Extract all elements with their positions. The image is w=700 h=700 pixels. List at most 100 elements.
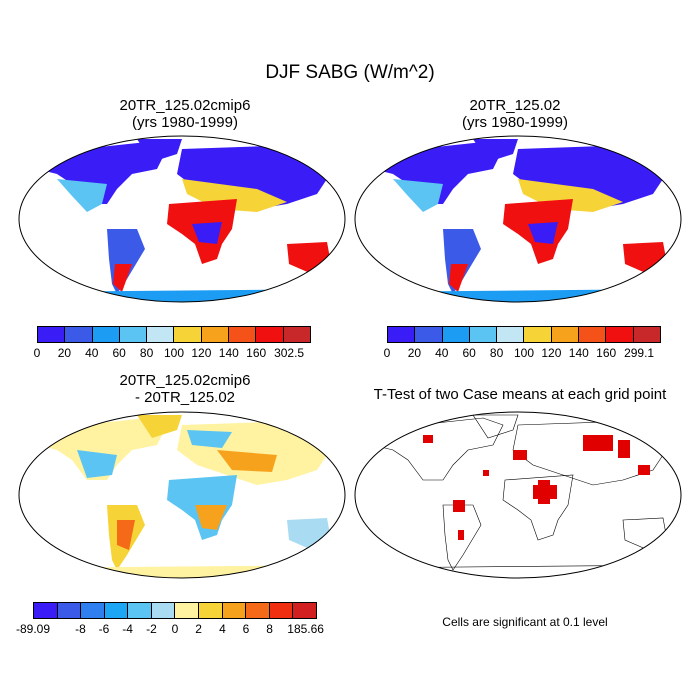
- panel-3-title-line1: 20TR_125.02cmip6: [119, 372, 251, 389]
- tick-label: 0: [383, 346, 391, 360]
- tick-label: 6: [242, 622, 250, 636]
- figure-title: DJF SABG (W/m^2): [265, 62, 435, 83]
- tick-label: 100: [163, 346, 185, 360]
- colorbar-swatch: [104, 603, 129, 618]
- colorbar-swatch: [175, 603, 200, 618]
- tick-label: 120: [541, 346, 562, 360]
- tick-label: 8: [266, 622, 273, 636]
- colorbar-panel-1-labels: 0 20 40 60 80 100 120 140 160 302.5: [33, 346, 311, 362]
- africa-center: [528, 222, 558, 244]
- greenland: [137, 415, 182, 438]
- north-america-south: [393, 179, 443, 212]
- panel-1-title-line1: 20TR_125.02cmip6: [119, 97, 251, 114]
- tick-label: 20: [407, 346, 422, 360]
- colorbar-swatch: [34, 603, 58, 618]
- colorbar-swatch: [246, 603, 270, 618]
- tick-label: 40: [85, 346, 99, 360]
- colorbar-swatch: [469, 327, 498, 342]
- panel-4-title-line1: T-Test of two Case means at each grid po…: [373, 386, 667, 403]
- colorbar-swatch: [633, 327, 660, 342]
- greenland-outline: [472, 414, 519, 439]
- colorbar-swatch: [524, 327, 552, 342]
- tick-label: 140: [568, 346, 589, 360]
- map-panel-1: [18, 135, 346, 303]
- tick-label: 140: [218, 346, 239, 360]
- tick-label: 40: [435, 346, 449, 360]
- tick-label: 120: [191, 346, 212, 360]
- map-panel-2: [354, 135, 682, 303]
- africa-patch: [195, 505, 227, 530]
- panel-1-title: 20TR_125.02cmip6 (yrs 1980-1999): [20, 97, 350, 131]
- tick-label: -2: [146, 622, 157, 636]
- tick-label: 0: [171, 622, 179, 636]
- colorbar-swatch: [147, 327, 175, 342]
- africa-center: [192, 222, 222, 244]
- colorbar-swatch: [57, 603, 82, 618]
- colorbar-panel-1: [37, 326, 311, 343]
- tick-label: 80: [139, 346, 154, 360]
- colorbar-panel-2: [387, 326, 661, 343]
- colorbar-swatch: [269, 603, 294, 618]
- colorbar-swatch: [174, 327, 202, 342]
- colorbar-swatch: [151, 603, 176, 618]
- panel-4-title: T-Test of two Case means at each grid po…: [355, 386, 685, 403]
- tick-label: 185.66: [287, 622, 324, 636]
- eurasia-patch: [217, 450, 277, 472]
- colorbar-swatch: [293, 603, 316, 618]
- tick-label: 2: [195, 622, 202, 636]
- panel-2-title-line2: (yrs 1980-1999): [462, 114, 568, 131]
- tick-label: 4: [219, 622, 226, 636]
- north-america-south: [57, 179, 107, 212]
- colorbar-swatch: [229, 327, 257, 342]
- north-america-patch: [77, 450, 117, 478]
- colorbar-swatch: [199, 603, 223, 618]
- colorbar-swatch: [415, 327, 443, 342]
- colorbar-swatch: [65, 327, 93, 342]
- colorbar-swatch: [128, 603, 152, 618]
- significant-cells: [423, 435, 650, 540]
- panel-3-title: 20TR_125.02cmip6 - 20TR_125.02: [20, 372, 350, 406]
- tick-label: 80: [489, 346, 504, 360]
- south-america-patch: [117, 520, 135, 550]
- tick-label: -6: [98, 622, 110, 636]
- map-panel-4: [354, 411, 682, 579]
- south-america-outline: [442, 504, 482, 571]
- colorbar-swatch: [551, 327, 580, 342]
- colorbar-swatch: [606, 327, 634, 342]
- colorbar-panel-3-labels: -89.09 -8 -6 -4 -2 0 2 4 6 8 185.66: [16, 622, 324, 638]
- tick-label: 100: [513, 346, 535, 360]
- significance-note: Cells are significant at 0.1 level: [442, 615, 608, 629]
- africa-outline: [502, 474, 574, 541]
- colorbar-swatch: [497, 327, 525, 342]
- tick-label: -89.09: [15, 622, 51, 636]
- south-america-south: [113, 264, 132, 292]
- colorbar-swatch: [201, 327, 230, 342]
- colorbar-swatch: [38, 327, 66, 342]
- colorbar-swatch: [92, 327, 120, 342]
- colorbar-swatch: [119, 327, 148, 342]
- tick-label: 302.5: [274, 346, 305, 360]
- panel-2-title: 20TR_125.02 (yrs 1980-1999): [350, 97, 680, 131]
- colorbar-swatch: [81, 603, 105, 618]
- panel-2-title-line1: 20TR_125.02: [469, 97, 561, 114]
- tick-label: -8: [75, 622, 86, 636]
- greenland: [137, 139, 182, 162]
- tick-label: -4: [122, 622, 133, 636]
- colorbar-swatch: [442, 327, 470, 342]
- colorbar-swatch: [388, 327, 416, 342]
- tick-label: 299.1: [624, 346, 655, 360]
- colorbar-swatch: [579, 327, 607, 342]
- tick-label: 160: [246, 346, 267, 360]
- tick-label: 0: [33, 346, 41, 360]
- tick-label: 20: [57, 346, 72, 360]
- map-panel-3: [18, 411, 346, 579]
- tick-label: 60: [112, 346, 126, 360]
- panel-3-title-line2: - 20TR_125.02: [134, 389, 236, 406]
- colorbar-swatch: [256, 327, 284, 342]
- colorbar-panel-2-labels: 0 20 40 60 80 100 120 140 160 299.1: [383, 346, 661, 362]
- panel-1-title-line2: (yrs 1980-1999): [132, 114, 238, 131]
- south-america-south: [449, 264, 468, 292]
- tick-label: 160: [596, 346, 617, 360]
- colorbar-swatch: [283, 327, 310, 342]
- colorbar-panel-3: [33, 602, 317, 619]
